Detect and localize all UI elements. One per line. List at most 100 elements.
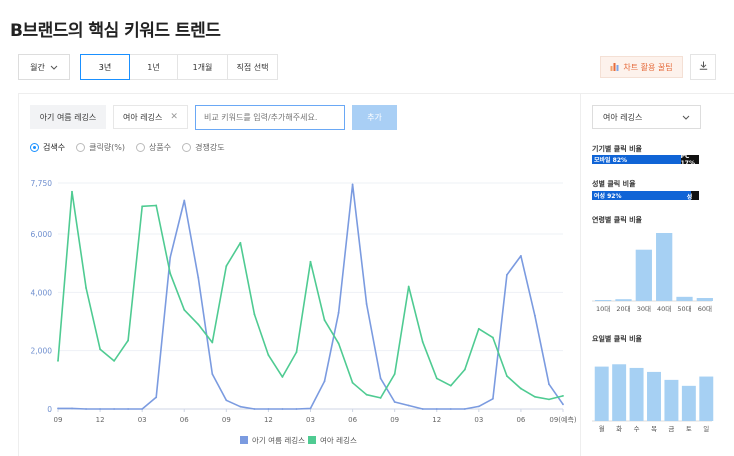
device-ratio-bar: 모바일 82% PC 17% [592, 153, 699, 167]
data-point [435, 377, 438, 380]
bar [615, 299, 632, 301]
data-point [197, 323, 200, 326]
data-point [253, 313, 256, 316]
bar-category-label: 일 [703, 424, 709, 433]
data-point [351, 183, 354, 186]
close-icon[interactable]: ✕ [170, 112, 178, 122]
series-2 [57, 190, 564, 401]
bar-category-label: 50대 [677, 305, 691, 313]
metric-product-count[interactable]: 상품수 [136, 142, 171, 153]
data-point [267, 408, 270, 410]
data-point [127, 408, 130, 410]
bar-category-label: 화 [616, 425, 622, 433]
radio-icon [182, 143, 192, 152]
device-ratio-pc: PC 17% [680, 153, 699, 167]
range-1m-button[interactable]: 1개월 [178, 54, 228, 80]
radio-icon [136, 143, 146, 152]
gender-ratio-bar: 여성 92% 남성 7% [592, 185, 699, 208]
data-point [85, 287, 87, 289]
data-point [477, 405, 480, 408]
bar-category-label: 목 [651, 425, 657, 433]
keyword-select-label: 여아 레깅스 [603, 112, 643, 122]
x-tick-label: 12 [96, 416, 105, 424]
series-line [58, 183, 564, 410]
data-point [225, 399, 228, 402]
x-tick-label: 06 [348, 416, 357, 424]
data-point [71, 190, 73, 193]
x-tick-label: 06 [180, 416, 189, 424]
bar [699, 376, 714, 421]
bar [676, 296, 693, 301]
series-line [57, 190, 564, 401]
range-1y-button[interactable]: 1년 [130, 54, 178, 80]
data-point [211, 341, 214, 344]
download-button[interactable] [690, 54, 716, 80]
bar-category-label: 20대 [616, 305, 630, 313]
data-point [211, 373, 214, 375]
range-custom-button[interactable]: 직접 선택 [228, 54, 278, 80]
range-3y-button[interactable]: 3년 [80, 54, 130, 80]
data-point [239, 405, 242, 408]
radio-icon [76, 143, 86, 152]
metric-label: 클릭량(%) [89, 143, 126, 152]
period-select[interactable]: 월간 [18, 54, 70, 80]
data-point [281, 376, 284, 378]
data-point [534, 314, 536, 317]
legend-label: 아기 여름 레깅스 [252, 435, 305, 445]
data-point [491, 397, 494, 400]
legend-swatch [240, 436, 248, 444]
data-point [57, 359, 59, 362]
data-point [337, 311, 340, 314]
data-point [421, 341, 424, 343]
data-point [505, 375, 508, 377]
metric-search-count[interactable]: 검색수 [30, 142, 65, 153]
device-ratio-title: 기기별 클릭 비율 [592, 145, 642, 153]
chart-guide-label: 차트 활용 꿀팁 [623, 62, 673, 72]
data-point [197, 276, 200, 279]
metric-label: 검색수 [43, 143, 66, 152]
data-point [99, 348, 101, 351]
keyword-select[interactable]: 여아 레깅스 [592, 105, 701, 129]
data-point [365, 303, 368, 305]
data-point [449, 408, 452, 410]
device-ratio-mobile: 모바일 82% [592, 155, 681, 164]
add-keyword-button[interactable]: 추가 [352, 105, 397, 130]
chart-guide-button[interactable]: 차트 활용 꿀팁 [600, 56, 683, 78]
data-point [351, 381, 354, 384]
data-point [323, 380, 326, 383]
data-point [393, 401, 396, 403]
data-point [379, 397, 382, 399]
keyword-chip-2[interactable]: 여아 레깅스 ✕ [113, 105, 188, 129]
metric-label: 경쟁강도 [195, 143, 225, 152]
metric-competition[interactable]: 경쟁강도 [182, 142, 225, 153]
data-point [169, 272, 172, 275]
gender-ratio-title: 성별 클릭 비율 [592, 180, 636, 188]
data-point [85, 408, 87, 410]
data-point [562, 403, 564, 406]
data-point [491, 336, 494, 339]
search-trend-line-chart: 0 2,000 4,000 6,000 7,750 09 12 03 06 09 12 03 06 09 1… [31, 179, 577, 445]
bar-category-label: 수 [634, 425, 640, 433]
x-tick-label: 03 [138, 416, 147, 424]
metric-click-rate[interactable]: 클릭량(%) [76, 142, 125, 153]
bar [681, 385, 696, 421]
compare-keyword-input[interactable] [195, 105, 345, 130]
bar [635, 249, 652, 301]
data-point [548, 398, 550, 401]
bar [696, 298, 713, 301]
age-ratio-bar-chart: 10대 20대 30대 40대 50대 60대 [592, 233, 713, 313]
data-point [295, 351, 298, 354]
download-icon [699, 61, 708, 73]
data-point [267, 354, 270, 356]
y-tick-label: 2,000 [31, 347, 53, 356]
data-point [534, 395, 536, 398]
y-tick-label: 0 [47, 405, 52, 414]
gender-ratio-female: 여성 92% [592, 191, 692, 200]
bar-category-label: 월 [599, 424, 605, 433]
bar-category-label: 30대 [637, 305, 651, 313]
bar-category-label: 40대 [657, 305, 671, 313]
data-point [57, 407, 59, 410]
data-point [295, 408, 298, 410]
keyword-chip-1[interactable]: 아기 여름 레깅스 [30, 105, 106, 129]
